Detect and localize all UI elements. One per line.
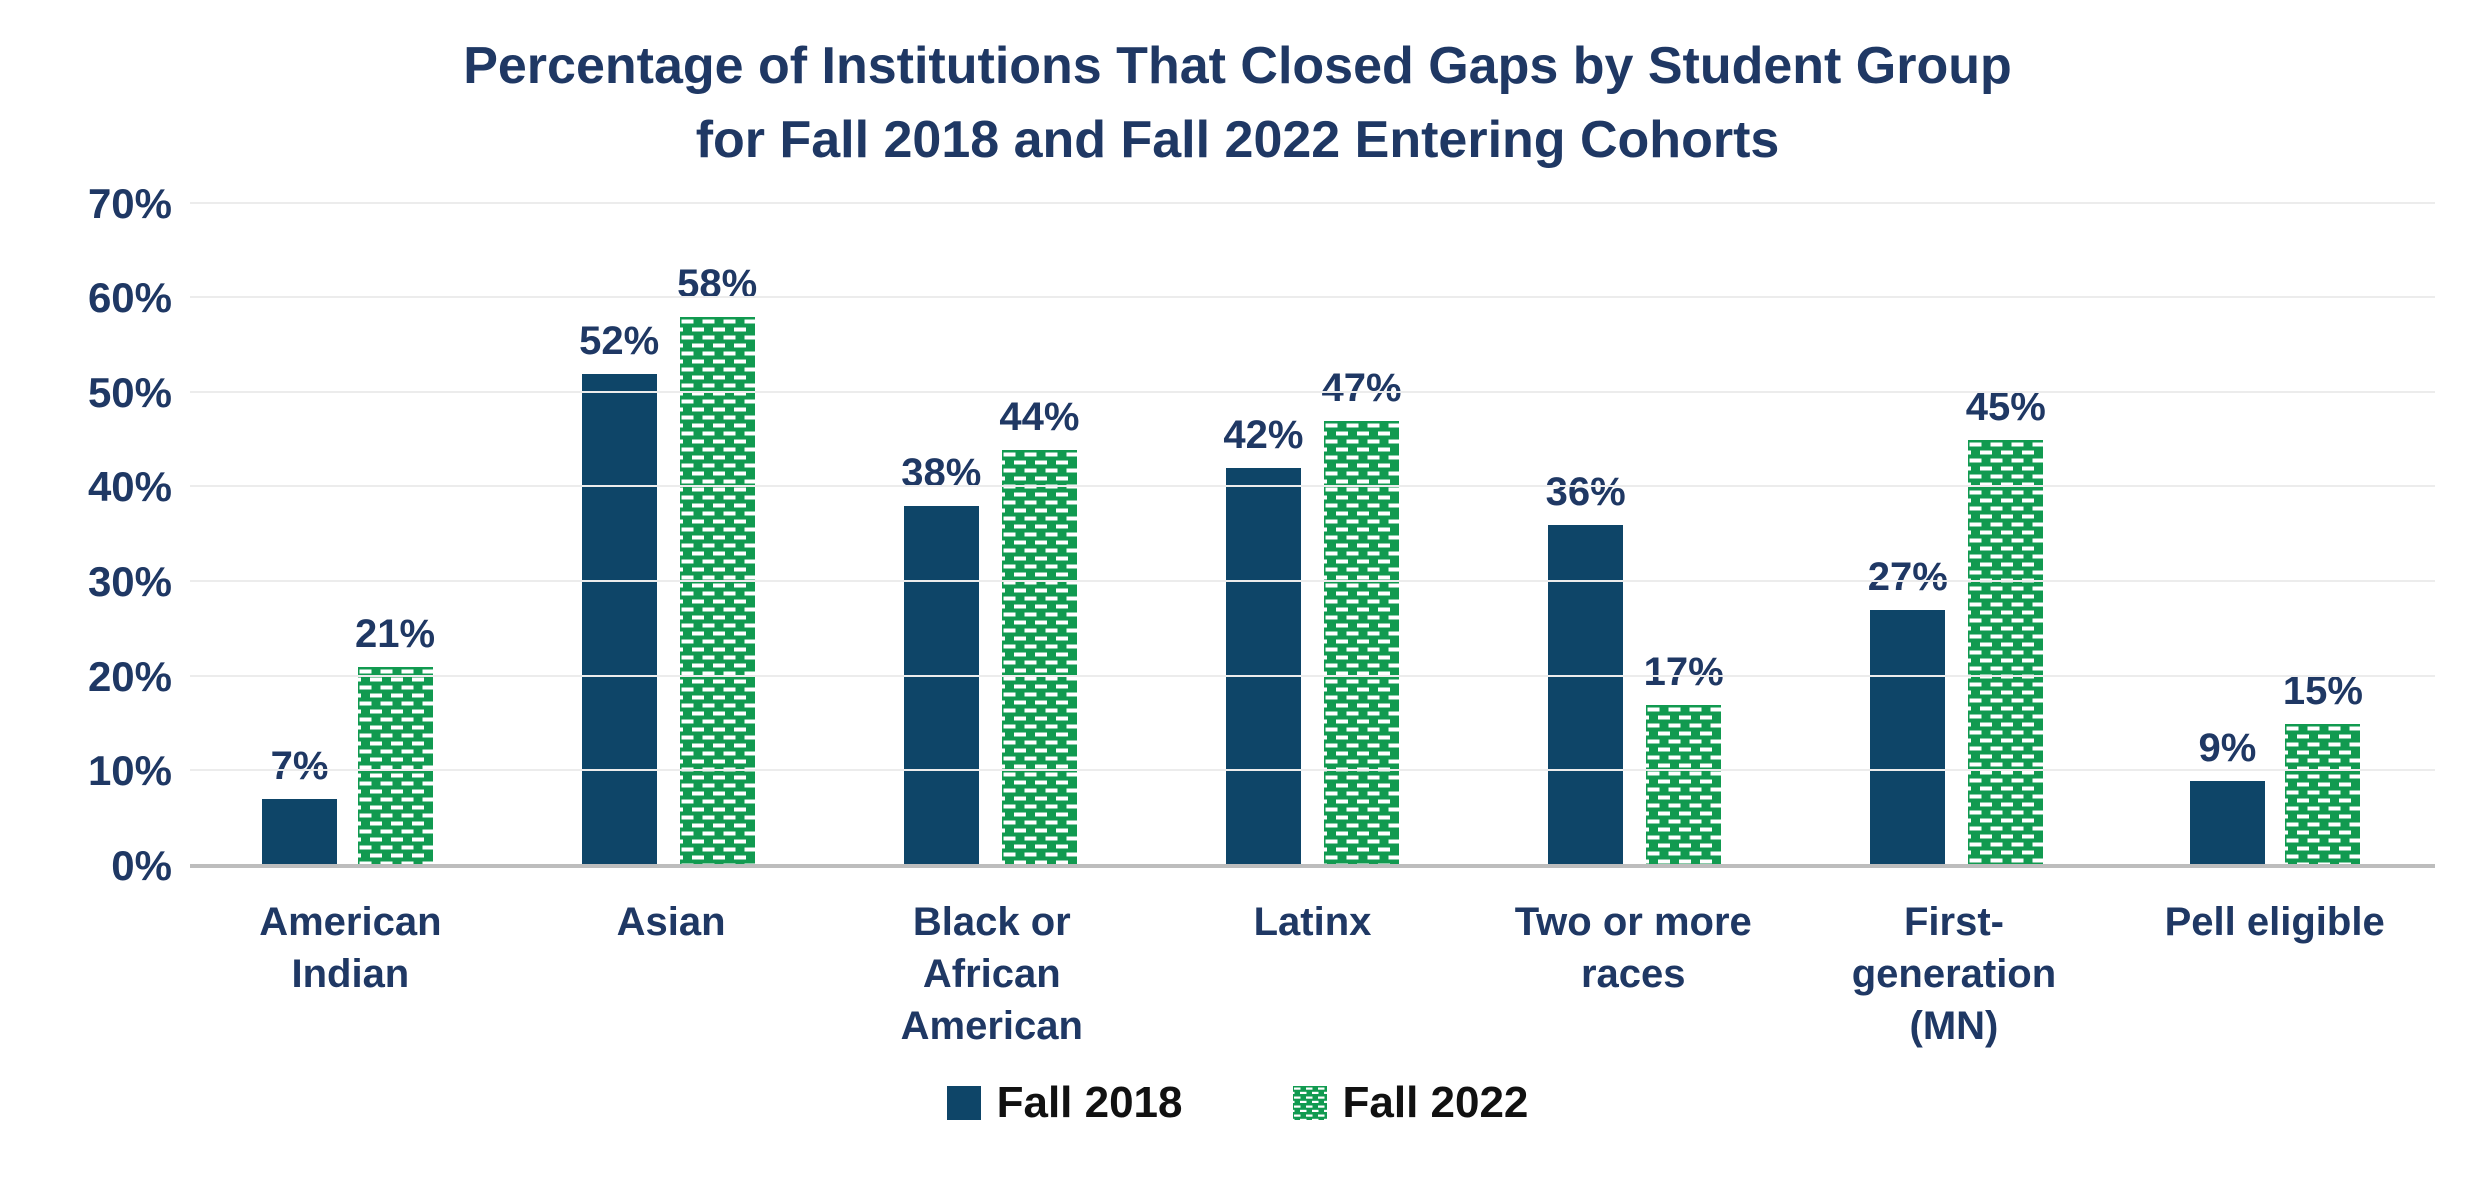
bar-wrap: 45% <box>1966 204 2046 866</box>
bar-fall-2022 <box>679 317 755 866</box>
bar-fall-2018 <box>581 373 657 866</box>
bar-group: 42% 47% <box>1223 204 1402 866</box>
bar-group: 9% 15% <box>2189 204 2363 866</box>
category-label: First-generation (MN) <box>1851 899 2057 1048</box>
bar-wrap: 38% <box>901 204 981 866</box>
bar-group: 38% 44% <box>901 204 1079 866</box>
legend: Fall 2018 Fall 2022 <box>0 1078 2475 1128</box>
bar-wrap: 17% <box>1644 204 1724 866</box>
bar-fall-2022 <box>1324 421 1400 866</box>
bar-value-label: 17% <box>1643 649 1724 694</box>
bar-fall-2018 <box>1548 525 1624 866</box>
bar-wrap: 44% <box>999 204 1079 866</box>
bar-wrap: 27% <box>1868 204 1948 866</box>
bar-value-label: 9% <box>2198 725 2257 770</box>
bar-value-label: 38% <box>901 451 982 496</box>
y-axis: 0% 10% 20% 30% 40% 50% 60% 70% <box>10 180 190 889</box>
y-tick-label: 50% <box>87 368 172 416</box>
bar-value-label: 21% <box>355 612 436 657</box>
green-pattern-swatch-icon <box>1292 1085 1327 1120</box>
gridline <box>190 579 2435 582</box>
bar-fall-2022 <box>1646 704 1722 866</box>
bar-fall-2018 <box>1225 468 1301 866</box>
bar-wrap: 7% <box>262 204 338 866</box>
bar-value-label: 42% <box>1223 413 1304 458</box>
y-tick-label: 60% <box>87 274 172 322</box>
category-axis: American Indian Asian Black or African Ame… <box>190 896 2435 1052</box>
category-label: Two or more races <box>1514 899 1752 996</box>
bar-fall-2022 <box>357 667 433 866</box>
gridline <box>190 390 2435 393</box>
bar-wrap: 36% <box>1546 204 1626 866</box>
category-label: Asian <box>616 899 726 944</box>
chart-title-line2: for Fall 2018 and Fall 2022 Entering Coh… <box>695 110 1780 169</box>
bar-value-label: 47% <box>1321 366 1402 411</box>
y-tick-label: 40% <box>87 463 172 511</box>
bar-group: 52% 58% <box>579 204 757 866</box>
bar-fall-2022 <box>1968 440 2044 866</box>
category-label: Latinx <box>1253 899 1372 944</box>
bars-row: 7% 21% 52% 58% 38% 44% 42% 47% 36% 17% 27% 45% 9% 15% <box>190 204 2435 866</box>
chart-title: Percentage of Institutions That Closed G… <box>0 0 2475 178</box>
bar-wrap: 47% <box>1321 204 1402 866</box>
chart-title-line1: Percentage of Institutions That Closed G… <box>463 37 2012 95</box>
bar-wrap: 21% <box>355 204 435 866</box>
legend-label: Fall 2018 <box>996 1077 1183 1127</box>
bar-wrap: 52% <box>579 204 659 866</box>
bar-value-label: 7% <box>270 744 329 789</box>
y-tick-label: 10% <box>87 747 172 795</box>
gridline <box>190 674 2435 677</box>
gridline <box>190 296 2435 299</box>
bar-fall-2022 <box>1001 449 1077 866</box>
category-label: Pell eligible <box>2164 899 2385 944</box>
legend-label: Fall 2022 <box>1342 1077 1529 1127</box>
bar-wrap: 42% <box>1223 204 1303 866</box>
bar-value-label: 58% <box>677 262 758 307</box>
plot-area: 7% 21% 52% 58% 38% 44% 42% 47% 36% 17% 27% 45% 9% 15% <box>190 201 2435 868</box>
bar-fall-2018 <box>1870 610 1946 866</box>
bar-fall-2022 <box>2285 723 2361 866</box>
bar-fall-2018 <box>262 799 338 866</box>
y-tick-label: 70% <box>87 179 172 227</box>
bar-group: 36% 17% <box>1546 204 1724 866</box>
category-label: Black or African American <box>900 899 1083 1048</box>
bar-wrap: 15% <box>2283 204 2363 866</box>
bar-value-label: 27% <box>1867 555 1948 600</box>
gridline <box>190 201 2435 204</box>
y-tick-label: 0% <box>111 841 172 889</box>
bar-group: 7% 21% <box>262 204 435 866</box>
bar-group: 27% 45% <box>1868 204 2046 866</box>
bar-fall-2018 <box>2189 780 2265 866</box>
bar-value-label: 52% <box>579 318 660 363</box>
x-baseline <box>190 863 2435 868</box>
navy-swatch-icon <box>946 1085 981 1120</box>
gridline <box>190 485 2435 488</box>
chart: 0% 10% 20% 30% 40% 50% 60% 70% 7% 21% 52% 58% 38% 44… <box>10 180 2435 889</box>
bar-wrap: 9% <box>2189 204 2265 866</box>
y-tick-label: 30% <box>87 557 172 605</box>
gridline <box>190 769 2435 772</box>
bar-value-label: 36% <box>1545 470 1626 515</box>
legend-item-fall-2018: Fall 2018 <box>946 1077 1183 1128</box>
legend-item-fall-2022: Fall 2022 <box>1292 1077 1529 1128</box>
category-label: American Indian <box>259 899 442 996</box>
bar-wrap: 58% <box>677 204 757 866</box>
y-tick-label: 20% <box>87 652 172 700</box>
bar-fall-2018 <box>903 506 979 866</box>
bar-value-label: 44% <box>999 394 1080 439</box>
